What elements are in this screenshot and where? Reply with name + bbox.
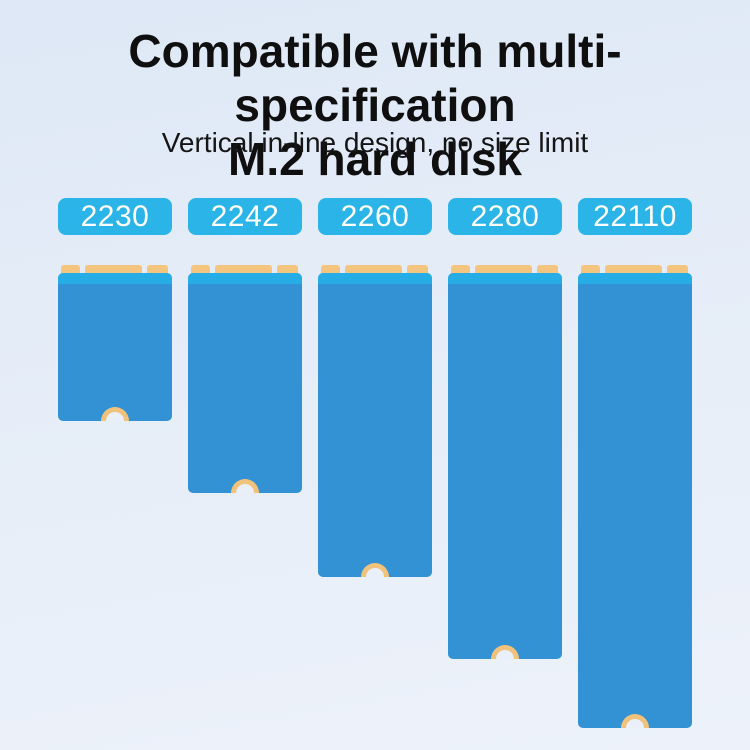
ssd-column-22110: 22110 — [578, 198, 692, 728]
m2-ssd-card — [578, 265, 692, 728]
cards-row: 2230 2242 — [0, 198, 750, 728]
screw-notch-icon — [101, 407, 129, 421]
page-subtitle: Vertical in-line design, no size limit — [161, 127, 589, 158]
m2-ssd-card-body — [188, 273, 302, 493]
screw-notch-cutout — [626, 719, 644, 728]
title-line-1: Compatible with multi-specification — [128, 25, 622, 131]
size-badge: 22110 — [578, 198, 692, 235]
m2-ssd-card — [318, 265, 432, 577]
pcb-top-strip — [318, 273, 432, 284]
connector-fingers-icon — [578, 265, 692, 273]
connector-tab-left — [321, 265, 340, 273]
m2-ssd-card — [448, 265, 562, 659]
connector-fingers-icon — [188, 265, 302, 273]
pcb-top-strip — [188, 273, 302, 284]
screw-notch-icon — [621, 714, 649, 728]
ssd-column-2280: 2280 — [448, 198, 562, 659]
connector-tab-middle — [215, 265, 272, 273]
screw-notch-cutout — [496, 650, 514, 659]
connector-tab-middle — [475, 265, 532, 273]
connector-tab-right — [147, 265, 168, 273]
connector-tab-right — [667, 265, 688, 273]
pcb-top-strip — [448, 273, 562, 284]
connector-tab-right — [277, 265, 298, 273]
m2-ssd-card-body — [578, 273, 692, 728]
title-line-2: M.2 hard disk — [228, 133, 522, 185]
ssd-column-2242: 2242 — [188, 198, 302, 493]
m2-ssd-card-body — [318, 273, 432, 577]
connector-tab-left — [451, 265, 470, 273]
size-badge: 2260 — [318, 198, 432, 235]
connector-tab-left — [581, 265, 600, 273]
connector-tab-right — [537, 265, 558, 273]
connector-fingers-icon — [318, 265, 432, 273]
size-badge: 2230 — [58, 198, 172, 235]
connector-tab-left — [61, 265, 80, 273]
connector-tab-middle — [605, 265, 662, 273]
screw-notch-cutout — [236, 484, 254, 493]
pcb-top-strip — [578, 273, 692, 284]
m2-ssd-card-body — [58, 273, 172, 421]
ssd-column-2260: 2260 — [318, 198, 432, 577]
screw-notch-cutout — [106, 412, 124, 421]
m2-ssd-card — [58, 265, 172, 421]
connector-tab-left — [191, 265, 210, 273]
screw-notch-icon — [231, 479, 259, 493]
screw-notch-cutout — [366, 568, 384, 577]
size-badge: 2280 — [448, 198, 562, 235]
connector-fingers-icon — [448, 265, 562, 273]
ssd-column-2230: 2230 — [58, 198, 172, 421]
m2-ssd-card — [188, 265, 302, 493]
m2-ssd-card-body — [448, 273, 562, 659]
connector-tab-right — [407, 265, 428, 273]
connector-tab-middle — [345, 265, 402, 273]
page-title: Compatible with multi-specification M.2 h… — [0, 24, 750, 186]
screw-notch-icon — [491, 645, 519, 659]
connector-fingers-icon — [58, 265, 172, 273]
size-badge: 2242 — [188, 198, 302, 235]
screw-notch-icon — [361, 563, 389, 577]
connector-tab-middle — [85, 265, 142, 273]
pcb-top-strip — [58, 273, 172, 284]
